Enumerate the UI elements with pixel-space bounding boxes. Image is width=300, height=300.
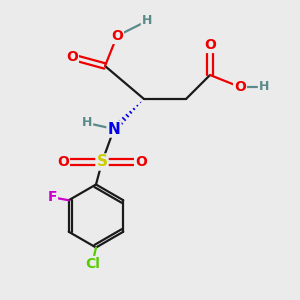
Text: O: O (234, 80, 246, 94)
Text: Cl: Cl (85, 257, 100, 271)
Text: H: H (82, 116, 92, 130)
Text: S: S (97, 154, 107, 169)
Text: O: O (66, 50, 78, 64)
Text: O: O (57, 155, 69, 169)
Text: N: N (108, 122, 120, 136)
Text: O: O (204, 38, 216, 52)
Text: O: O (135, 155, 147, 169)
Text: H: H (259, 80, 269, 94)
Text: O: O (111, 29, 123, 43)
Text: F: F (47, 190, 57, 204)
Text: H: H (142, 14, 152, 28)
